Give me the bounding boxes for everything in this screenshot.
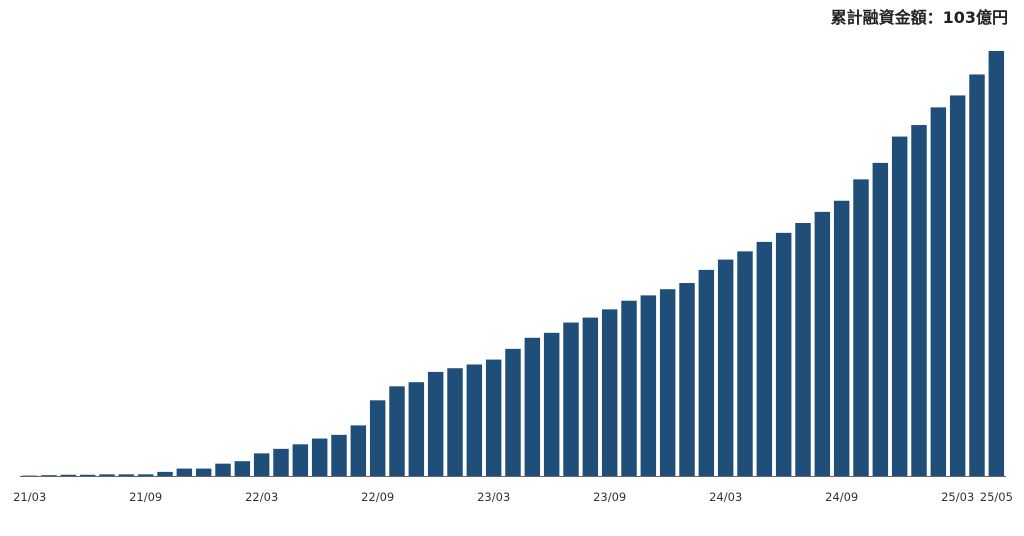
bar-21/12	[195, 468, 212, 476]
bar-24/11	[872, 162, 889, 476]
bar-22/11	[408, 382, 425, 476]
bar-23/03	[485, 359, 502, 476]
bar-21/04	[41, 475, 57, 476]
bar-21/07	[99, 474, 115, 476]
bar-25/02	[930, 107, 947, 477]
bar-24/04	[737, 251, 753, 476]
bar-23/11	[640, 295, 657, 476]
bar-24/06	[775, 232, 792, 476]
bar-23/09	[601, 309, 618, 476]
bar-22/08	[350, 425, 367, 476]
x-tick-label-25/03: 25/03	[941, 490, 974, 504]
bar-23/12	[659, 289, 676, 476]
bar-25/01	[911, 125, 927, 477]
bar-23/01	[447, 368, 463, 476]
bar-24/03	[717, 259, 734, 476]
bar-24/07	[795, 222, 811, 476]
bar-22/12	[427, 371, 444, 476]
x-tick-label-23/03: 23/03	[477, 490, 510, 504]
chart-title: 累計融資金額：103億円	[831, 8, 1008, 27]
bar-24/02	[698, 269, 715, 476]
x-tick-label-25/05: 25/05	[980, 490, 1013, 504]
x-tick-label-22/03: 22/03	[245, 490, 278, 504]
x-tick-labels: 21/03 21/09 22/03 22/09 23/03 23/09 24/03 24/09…	[13, 490, 1013, 504]
bar-24/12	[891, 136, 908, 476]
bar-22/03	[253, 453, 270, 476]
bar-22/05	[292, 444, 309, 476]
bar-25/04	[969, 74, 985, 476]
bars-group	[21, 50, 1005, 477]
x-tick-label-24/09: 24/09	[825, 490, 858, 504]
x-tick-label-22/09: 22/09	[361, 490, 394, 504]
x-tick-label-24/03: 24/03	[709, 490, 742, 504]
bar-21/05	[60, 474, 77, 476]
bar-22/06	[311, 438, 328, 476]
bar-21/10	[157, 471, 173, 476]
bar-23/04	[505, 348, 521, 476]
bar-23/02	[466, 364, 483, 476]
x-tick-label-21/03: 21/03	[13, 490, 46, 504]
bar-25/05	[988, 50, 1005, 477]
bar-22/09	[369, 400, 386, 476]
bar-23/10	[621, 300, 637, 476]
x-tick-label-23/09: 23/09	[593, 490, 626, 504]
bar-21/03	[21, 475, 38, 477]
bar-25/03	[949, 95, 966, 477]
bar-23/07	[563, 322, 579, 476]
bar-24/10	[853, 179, 869, 477]
bar-21/09	[137, 474, 154, 476]
bar-23/05	[524, 337, 541, 476]
bar-22/04	[273, 448, 289, 476]
bar-24/01	[679, 283, 695, 476]
bar-21/11	[176, 468, 193, 476]
bar-24/08	[814, 211, 831, 477]
bar-21/06	[79, 474, 96, 476]
bar-24/05	[756, 241, 773, 476]
x-tick-label-21/09: 21/09	[129, 490, 162, 504]
bar-22/01	[215, 463, 231, 476]
bar-23/06	[543, 332, 560, 476]
bar-21/08	[118, 474, 135, 476]
bar-22/02	[234, 461, 251, 476]
bar-24/09	[833, 200, 850, 476]
bar-22/10	[389, 386, 405, 476]
bar-22/07	[331, 434, 347, 476]
bar-23/08	[582, 317, 599, 476]
